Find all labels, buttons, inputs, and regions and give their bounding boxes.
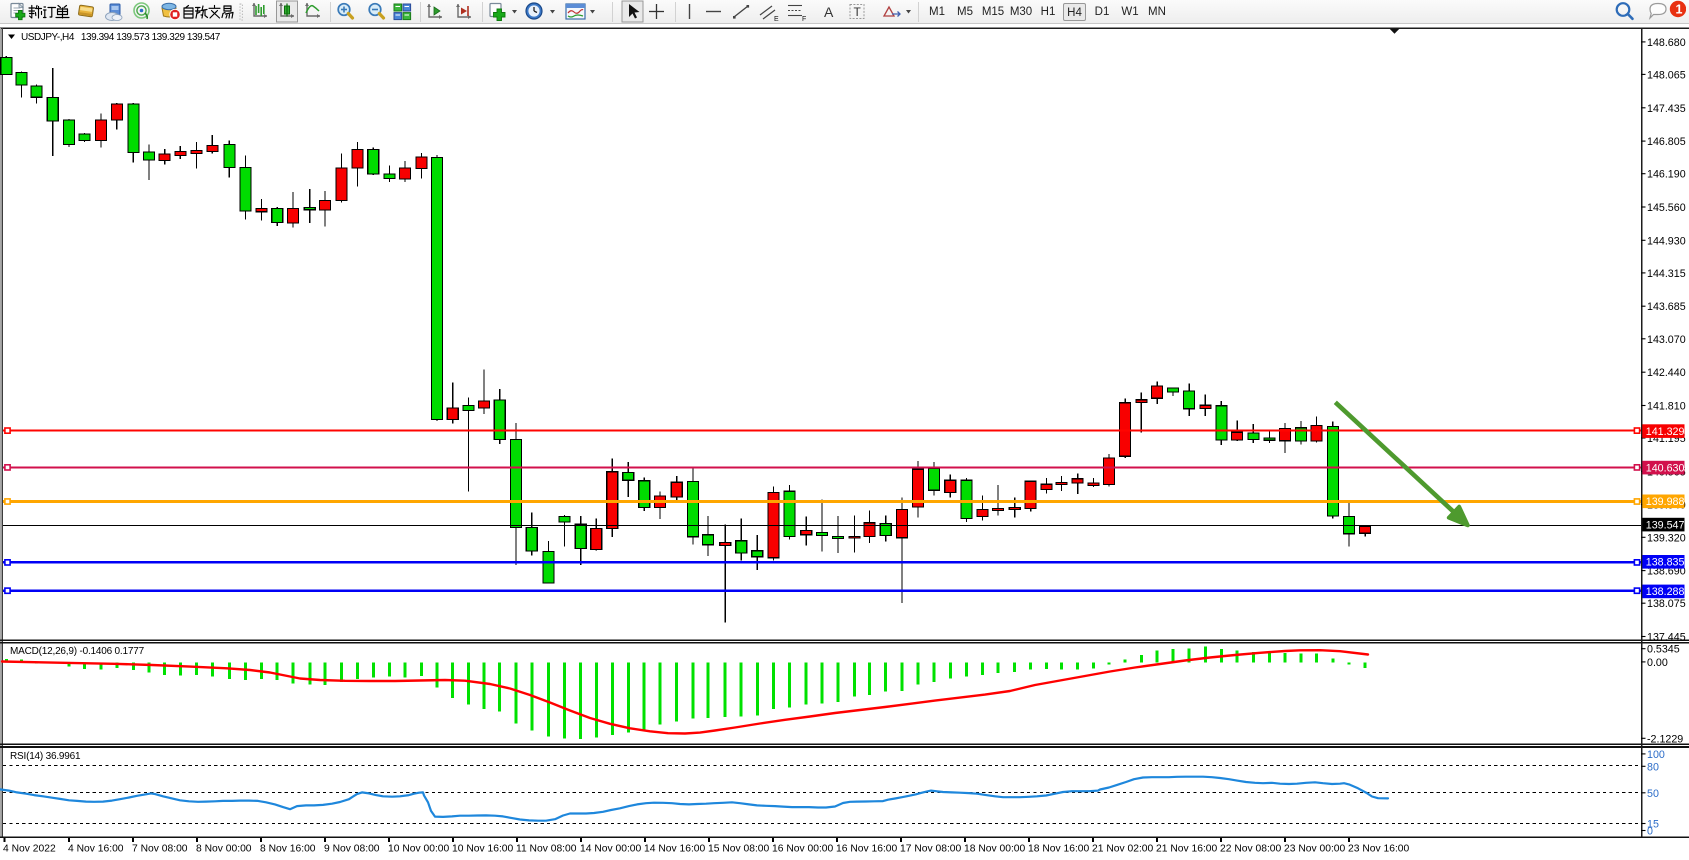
svg-text:8 Nov 16:00: 8 Nov 16:00 [260, 844, 316, 855]
svg-text:18 Nov 00:00: 18 Nov 00:00 [964, 844, 1026, 855]
svg-text:15 Nov 08:00: 15 Nov 08:00 [708, 844, 770, 855]
svg-text:148.065: 148.065 [1647, 69, 1686, 81]
svg-text:USDJPY-,H4 139.394 139.573 1: USDJPY-,H4 139.394 139.573 139.329 139.5… [21, 32, 221, 43]
svg-text:0.00: 0.00 [1647, 657, 1668, 669]
svg-text:140.630: 140.630 [1646, 462, 1685, 474]
svg-text:146.805: 146.805 [1647, 136, 1686, 148]
svg-text:8 Nov 00:00: 8 Nov 00:00 [196, 844, 252, 855]
svg-text:21 Nov 02:00: 21 Nov 02:00 [1092, 844, 1154, 855]
svg-text:MACD(12,26,9) -0.1406 0.1777: MACD(12,26,9) -0.1406 0.1777 [10, 646, 145, 657]
svg-text:80: 80 [1647, 761, 1659, 773]
svg-text:145.560: 145.560 [1647, 202, 1686, 214]
svg-text:22 Nov 08:00: 22 Nov 08:00 [1220, 844, 1282, 855]
svg-text:E: E [774, 16, 779, 23]
svg-text:143.070: 143.070 [1647, 334, 1686, 346]
svg-text:23 Nov 16:00: 23 Nov 16:00 [1348, 844, 1410, 855]
svg-text:141.810: 141.810 [1647, 401, 1686, 413]
svg-text:138.075: 138.075 [1647, 598, 1686, 610]
svg-text:10 Nov 16:00: 10 Nov 16:00 [452, 844, 514, 855]
svg-text:141.329: 141.329 [1646, 426, 1685, 438]
svg-text:4 Nov 2022: 4 Nov 2022 [3, 844, 56, 855]
svg-text:0: 0 [1647, 826, 1653, 838]
svg-text:16 Nov 16:00: 16 Nov 16:00 [836, 844, 898, 855]
svg-text:137.445: 137.445 [1647, 632, 1686, 644]
svg-text:148.680: 148.680 [1647, 37, 1686, 49]
svg-text:11 Nov 08:00: 11 Nov 08:00 [516, 844, 577, 855]
svg-text:A: A [824, 4, 834, 20]
svg-text:23 Nov 00:00: 23 Nov 00:00 [1284, 844, 1346, 855]
svg-text:16 Nov 00:00: 16 Nov 00:00 [772, 844, 834, 855]
svg-text:10 Nov 00:00: 10 Nov 00:00 [388, 844, 450, 855]
svg-text:138.835: 138.835 [1646, 557, 1685, 569]
svg-text:1: 1 [1676, 3, 1683, 17]
svg-text:21 Nov 16:00: 21 Nov 16:00 [1156, 844, 1218, 855]
svg-text:-2.1229: -2.1229 [1647, 733, 1683, 745]
svg-text:138.288: 138.288 [1646, 586, 1685, 598]
svg-text:139.547: 139.547 [1646, 519, 1685, 531]
svg-text:18 Nov 16:00: 18 Nov 16:00 [1028, 844, 1090, 855]
svg-text:0.5345: 0.5345 [1647, 644, 1680, 656]
svg-text:7 Nov 08:00: 7 Nov 08:00 [132, 844, 188, 855]
svg-text:100: 100 [1647, 749, 1665, 761]
svg-text:RSI(14) 36.9961: RSI(14) 36.9961 [10, 751, 81, 762]
svg-text:147.435: 147.435 [1647, 103, 1686, 115]
svg-text:T: T [854, 5, 862, 19]
svg-text:14 Nov 16:00: 14 Nov 16:00 [644, 844, 706, 855]
svg-text:139.320: 139.320 [1647, 532, 1686, 544]
svg-text:142.440: 142.440 [1647, 367, 1686, 379]
svg-text:15: 15 [1647, 819, 1659, 831]
svg-text:14 Nov 00:00: 14 Nov 00:00 [580, 844, 642, 855]
svg-text:9 Nov 08:00: 9 Nov 08:00 [324, 844, 380, 855]
svg-text:139.988: 139.988 [1646, 496, 1685, 508]
svg-text:50: 50 [1647, 788, 1659, 800]
svg-text:144.315: 144.315 [1647, 268, 1686, 280]
svg-text:F: F [802, 16, 806, 23]
svg-text:143.685: 143.685 [1647, 301, 1686, 313]
svg-text:144.930: 144.930 [1647, 235, 1686, 247]
svg-text:4 Nov 16:00: 4 Nov 16:00 [68, 844, 124, 855]
svg-text:17 Nov 08:00: 17 Nov 08:00 [900, 844, 962, 855]
svg-text:146.190: 146.190 [1647, 169, 1686, 181]
